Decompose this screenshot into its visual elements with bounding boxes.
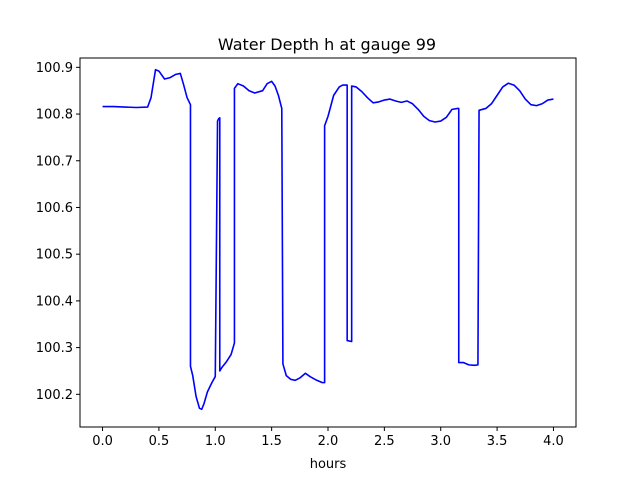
x-tick-label: 3.5: [487, 434, 508, 449]
series-line-0: [102, 68, 554, 411]
y-tick-label: 100.9: [36, 61, 73, 76]
x-tick-label: 2.0: [318, 434, 339, 449]
y-tick-label: 100.3: [36, 341, 73, 356]
x-axis-label: hours: [310, 457, 347, 472]
chart-title: Water Depth h at gauge 99: [218, 35, 436, 54]
y-tick-label: 100.6: [36, 201, 73, 216]
y-tick-label: 100.5: [36, 248, 73, 263]
y-axis: 100.2 100.3 100.4 100.5 100.6 100.7 100.8 100.9: [36, 61, 80, 403]
y-tick-label: 100.2: [36, 388, 73, 403]
x-tick-label: 2.5: [374, 434, 395, 449]
x-tick-label: 3.0: [430, 434, 451, 449]
x-tick-label: 1.0: [205, 434, 226, 449]
x-axis: 0.0 0.5 1.0 1.5 2.0 2.5 3.0 3.5 4.0: [92, 427, 564, 449]
y-tick-label: 100.8: [36, 108, 73, 123]
x-tick-label: 0.0: [92, 434, 113, 449]
plot-area: [102, 68, 554, 411]
y-tick-label: 100.7: [36, 154, 73, 169]
y-tick-label: 100.4: [36, 294, 73, 309]
x-tick-label: 4.0: [543, 434, 564, 449]
x-tick-label: 1.5: [261, 434, 282, 449]
x-tick-label: 0.5: [149, 434, 170, 449]
